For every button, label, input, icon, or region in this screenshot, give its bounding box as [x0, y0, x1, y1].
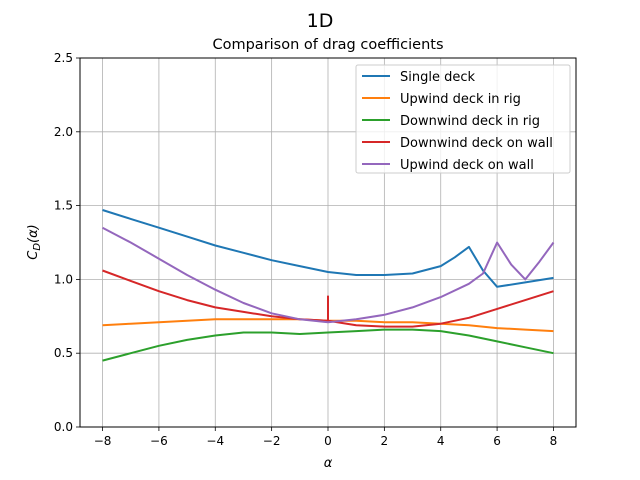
x-tick-label: −6: [150, 434, 168, 448]
series-line-upwind-deck-on-wall: [102, 226, 555, 324]
y-tick-label: 0.5: [54, 346, 73, 360]
x-tick-label: −4: [206, 434, 224, 448]
y-axis-label: CD(α): [26, 224, 43, 260]
x-tick-label: 6: [493, 434, 501, 448]
series-lines: [102, 209, 555, 362]
legend-box: [355, 64, 571, 174]
legend-label: Upwind deck in rig: [400, 92, 521, 107]
x-tick-label: 2: [381, 434, 389, 448]
x-tick-label: 8: [550, 434, 558, 448]
series-line-downwind-deck-in-rig: [102, 328, 554, 362]
legend-label: Downwind deck in rig: [400, 114, 540, 129]
legend-label: Single deck: [400, 70, 475, 85]
chart-title: Comparison of drag coefficients: [212, 37, 443, 53]
x-tick-label: −8: [94, 434, 112, 448]
y-tick-label: 2.0: [54, 125, 73, 139]
axis-ticks: −8 −6 −4 −2 0 2 4 6 8 0.0 0.5 1.0 1.5 2.0 2.5: [54, 51, 557, 448]
series-line-single-deck: [102, 209, 554, 288]
x-tick-label: −2: [263, 434, 281, 448]
x-axis-label: α: [324, 456, 333, 471]
y-tick-label: 0.0: [54, 420, 73, 434]
x-tick-label: 0: [324, 434, 332, 448]
legend-label: Downwind deck on wall: [400, 136, 553, 151]
y-tick-label: 1.5: [54, 199, 73, 213]
y-tick-label: 2.5: [54, 51, 73, 65]
chart-suptitle: 1D: [307, 10, 334, 32]
legend: Single deck Upwind deck in rig Downwind de…: [355, 64, 571, 174]
x-tick-label: 4: [437, 434, 445, 448]
y-tick-label: 1.0: [54, 272, 73, 286]
legend-label: Upwind deck on wall: [400, 158, 534, 173]
